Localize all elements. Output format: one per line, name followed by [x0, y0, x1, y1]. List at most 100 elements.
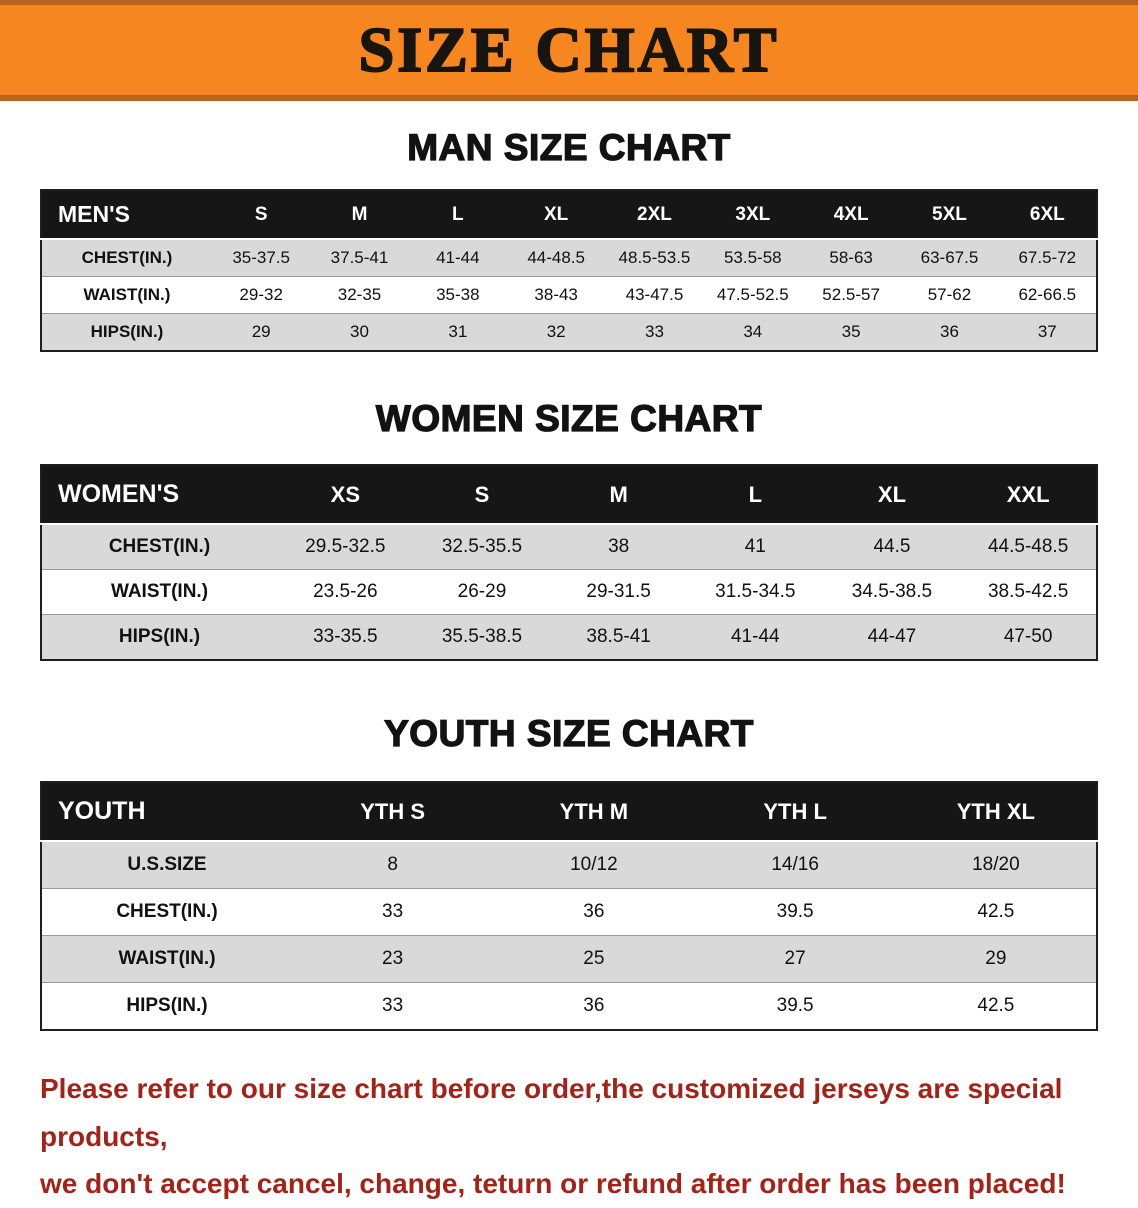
value-cell: 44-47: [823, 614, 961, 660]
table-group-label: MEN'S: [41, 190, 212, 240]
value-cell: 38.5-42.5: [960, 569, 1097, 615]
table-group-label: WOMEN'S: [41, 465, 277, 525]
value-cell: 32: [506, 313, 606, 351]
value-cell: 35-37.5: [212, 238, 311, 277]
value-cell: 10/12: [493, 840, 695, 889]
size-header-cell: 4XL: [801, 190, 901, 240]
value-cell: 38-43: [506, 276, 606, 314]
size-header-cell: YTH M: [493, 782, 695, 842]
table-row: WAIST(IN.) 23.5-26 26-29 29-31.5 31.5-34.5 34…: [41, 569, 1097, 615]
value-cell: 67.5-72: [998, 238, 1097, 277]
size-header-cell: L: [408, 190, 507, 240]
size-header-cell: XXL: [960, 465, 1097, 525]
value-cell: 31: [408, 313, 507, 351]
value-cell: 52.5-57: [801, 276, 901, 314]
size-chart-banner: SIZE CHART: [0, 0, 1138, 101]
value-cell: 35: [801, 313, 901, 351]
value-cell: 62-66.5: [998, 276, 1097, 314]
value-cell: 38.5-41: [550, 614, 687, 660]
row-label: HIPS(IN.): [41, 313, 212, 351]
value-cell: 25: [493, 935, 695, 983]
women-section-heading: WOMEN SIZE CHART: [375, 397, 763, 439]
value-cell: 29: [212, 313, 311, 351]
value-cell: 44.5-48.5: [960, 523, 1097, 570]
row-label: U.S.SIZE: [41, 840, 292, 889]
row-label: WAIST(IN.): [41, 276, 212, 314]
row-label: HIPS(IN.): [41, 614, 277, 660]
value-cell: 43-47.5: [605, 276, 704, 314]
value-cell: 42.5: [895, 888, 1097, 936]
men-table-body: CHEST(IN.) 35-37.5 37.5-41 41-44 44-48.5 48.5…: [41, 238, 1097, 351]
value-cell: 33: [605, 313, 704, 351]
value-cell: 14/16: [694, 840, 896, 889]
value-cell: 33-35.5: [277, 614, 414, 660]
value-cell: 34.5-38.5: [823, 569, 961, 615]
value-cell: 29: [895, 935, 1097, 983]
size-header-cell: S: [413, 465, 551, 525]
value-cell: 35-38: [408, 276, 507, 314]
women-size-table: WOMEN'S XS S M L XL XXL CHEST(IN.) 29.5-32.5 32.…: [40, 464, 1098, 661]
value-cell: 36: [900, 313, 999, 351]
footer-line-2: we don't accept cancel, change, teturn o…: [40, 1168, 1066, 1200]
value-cell: 32.5-35.5: [413, 523, 551, 570]
value-cell: 23.5-26: [277, 569, 414, 615]
size-header-cell: XL: [506, 190, 606, 240]
men-section-heading: MAN SIZE CHART: [407, 126, 731, 168]
value-cell: 57-62: [900, 276, 999, 314]
value-cell: 30: [310, 313, 409, 351]
table-row: CHEST(IN.) 35-37.5 37.5-41 41-44 44-48.5 48.5…: [41, 238, 1097, 277]
men-section: MAN SIZE CHART MEN'S S M L XL 2XL 3XL 4XL 5XL 6XL…: [0, 126, 1138, 352]
men-header-row: MEN'S S M L XL 2XL 3XL 4XL 5XL 6XL: [41, 190, 1097, 240]
size-header-cell: S: [212, 190, 311, 240]
youth-header-row: YOUTH YTH S YTH M YTH L YTH XL: [41, 782, 1097, 842]
footer-line-1: Please refer to our size chart before or…: [40, 1073, 1063, 1152]
youth-section: YOUTH SIZE CHART YOUTH YTH S YTH M YTH L YTH…: [0, 712, 1138, 1031]
value-cell: 29-31.5: [550, 569, 687, 615]
value-cell: 39.5: [694, 982, 896, 1030]
size-header-cell: M: [550, 465, 687, 525]
value-cell: 53.5-58: [703, 238, 802, 277]
table-group-label: YOUTH: [41, 782, 292, 842]
value-cell: 39.5: [694, 888, 896, 936]
value-cell: 38: [550, 523, 687, 570]
value-cell: 36: [493, 888, 695, 936]
row-label: CHEST(IN.): [41, 238, 212, 277]
value-cell: 32-35: [310, 276, 409, 314]
women-header-row: WOMEN'S XS S M L XL XXL: [41, 465, 1097, 525]
row-label: HIPS(IN.): [41, 982, 292, 1030]
value-cell: 47-50: [960, 614, 1097, 660]
value-cell: 42.5: [895, 982, 1097, 1030]
row-label: CHEST(IN.): [41, 888, 292, 936]
value-cell: 44.5: [823, 523, 961, 570]
table-row: U.S.SIZE 8 10/12 14/16 18/20: [41, 840, 1097, 889]
table-row: HIPS(IN.) 29 30 31 32 33 34 35 36 37: [41, 313, 1097, 351]
youth-size-table: YOUTH YTH S YTH M YTH L YTH XL U.S.SIZE 8 10/1…: [40, 781, 1098, 1031]
value-cell: 26-29: [413, 569, 551, 615]
women-section: WOMEN SIZE CHART WOMEN'S XS S M L XL XXL CHEST…: [0, 397, 1138, 661]
table-row: WAIST(IN.) 29-32 32-35 35-38 38-43 43-47.5 47.…: [41, 276, 1097, 314]
size-header-cell: L: [686, 465, 824, 525]
table-row: HIPS(IN.) 33-35.5 35.5-38.5 38.5-41 41-44 44-…: [41, 614, 1097, 660]
size-header-cell: YTH S: [292, 782, 494, 842]
value-cell: 23: [292, 935, 494, 983]
youth-table-body: U.S.SIZE 8 10/12 14/16 18/20 CHEST(IN.) 33 36 39…: [41, 840, 1097, 1030]
row-label: WAIST(IN.): [41, 935, 292, 983]
footer-note: Please refer to our size chart before or…: [40, 1065, 1098, 1208]
size-header-cell: 3XL: [703, 190, 802, 240]
size-header-cell: YTH L: [694, 782, 896, 842]
table-row: CHEST(IN.) 29.5-32.5 32.5-35.5 38 41 44.5 44.5…: [41, 523, 1097, 570]
value-cell: 41-44: [408, 238, 507, 277]
row-label: WAIST(IN.): [41, 569, 277, 615]
value-cell: 34: [703, 313, 802, 351]
size-header-cell: YTH XL: [895, 782, 1097, 842]
value-cell: 8: [292, 840, 494, 889]
value-cell: 33: [292, 888, 494, 936]
value-cell: 44-48.5: [506, 238, 606, 277]
size-header-cell: XL: [823, 465, 961, 525]
youth-section-heading: YOUTH SIZE CHART: [383, 712, 754, 754]
table-row: WAIST(IN.) 23 25 27 29: [41, 935, 1097, 983]
row-label: CHEST(IN.): [41, 523, 277, 570]
women-table-body: CHEST(IN.) 29.5-32.5 32.5-35.5 38 41 44.5 44.5…: [41, 523, 1097, 660]
size-header-cell: XS: [277, 465, 414, 525]
table-row: CHEST(IN.) 33 36 39.5 42.5: [41, 888, 1097, 936]
